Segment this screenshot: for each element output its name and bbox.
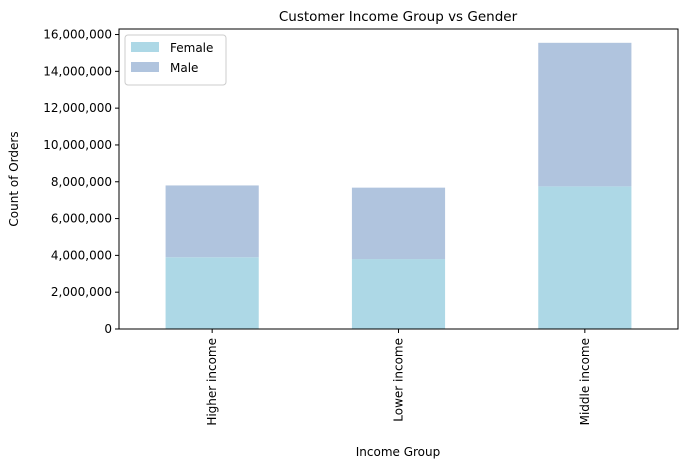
y-tick-label: 6,000,000 <box>51 212 112 226</box>
y-tick-label: 0 <box>104 322 112 336</box>
bar-male-0 <box>165 185 259 258</box>
y-axis: 0 2,000,000 4,000,000 6,000,000 8,000,000 10,… <box>43 28 119 336</box>
y-tick-label: 4,000,000 <box>51 248 112 262</box>
legend-swatch-female <box>131 42 159 52</box>
y-tick-label: 8,000,000 <box>51 175 112 189</box>
x-tick-label: Middle income <box>578 338 592 425</box>
bar-male-2 <box>538 42 632 187</box>
y-tick-label: 12,000,000 <box>43 101 112 115</box>
x-tick-label: Higher income <box>205 338 219 426</box>
bars <box>165 42 632 329</box>
y-axis-label: Count of Orders <box>7 131 21 226</box>
legend: Female Male <box>124 34 227 86</box>
y-tick-label: 14,000,000 <box>43 64 112 78</box>
x-axis: Higher income Lower income Middle income <box>205 329 592 426</box>
bar-female-0 <box>165 257 259 329</box>
bar-female-2 <box>538 186 632 329</box>
x-tick-label: Lower income <box>392 338 406 422</box>
bar-male-1 <box>351 187 446 260</box>
legend-label-female: Female <box>170 41 213 55</box>
chart-title: Customer Income Group vs Gender <box>279 9 518 25</box>
x-axis-label: Income Group <box>356 445 441 459</box>
y-tick-label: 10,000,000 <box>43 138 112 152</box>
bar-female-1 <box>351 259 446 329</box>
y-tick-label: 2,000,000 <box>51 285 112 299</box>
y-tick-label: 16,000,000 <box>43 28 112 42</box>
legend-label-male: Male <box>170 61 198 75</box>
legend-swatch-male <box>131 62 159 72</box>
plot-frame <box>118 28 679 330</box>
